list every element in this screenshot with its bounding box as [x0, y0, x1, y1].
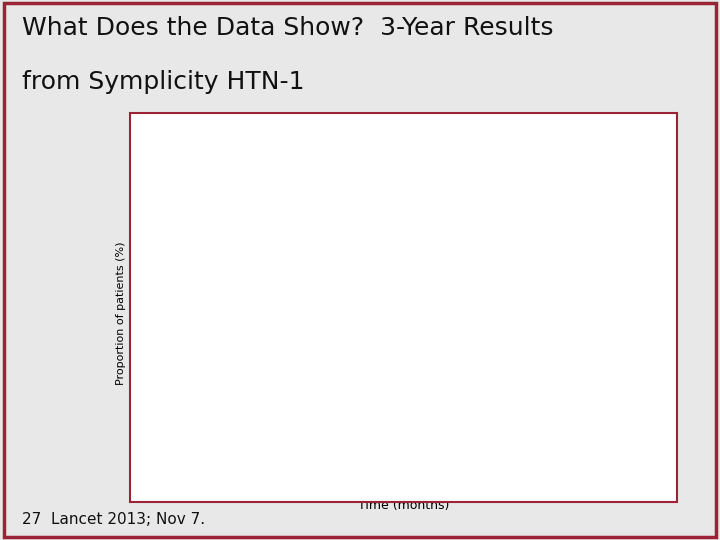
Bar [575, 198, 624, 316]
Bar [477, 180, 526, 217]
Text: 27  Lancet 2013; Nov 7.: 27 Lancet 2013; Nov 7. [22, 511, 204, 526]
Bar [575, 174, 624, 198]
Bar [379, 186, 428, 249]
Bar [183, 162, 232, 253]
Bar [477, 162, 526, 180]
Bar [183, 253, 232, 449]
X-axis label: Time (months): Time (months) [358, 499, 449, 512]
Y-axis label: Proportion of patients (%): Proportion of patients (%) [116, 241, 125, 385]
Bar [281, 277, 330, 398]
Bar [477, 340, 526, 464]
Bar [379, 162, 428, 186]
Bar [183, 449, 232, 464]
Bar [281, 398, 330, 464]
Bar [575, 162, 624, 174]
Bar [379, 355, 428, 464]
Bar [477, 217, 526, 340]
Legend: ≥180 mm Hg, 140–159 mm Hg, 160–179 mm Hg, <140 mm Hg: ≥180 mm Hg, 140–159 mm Hg, 160–179 mm Hg… [163, 167, 396, 201]
Bar [379, 249, 428, 355]
Bar [575, 316, 624, 464]
Bar [281, 162, 330, 201]
Text: from Symplicity HTN-1: from Symplicity HTN-1 [22, 70, 304, 94]
Bar [281, 201, 330, 277]
Text: What Does the Data Show?  3-Year Results: What Does the Data Show? 3-Year Results [22, 16, 553, 40]
